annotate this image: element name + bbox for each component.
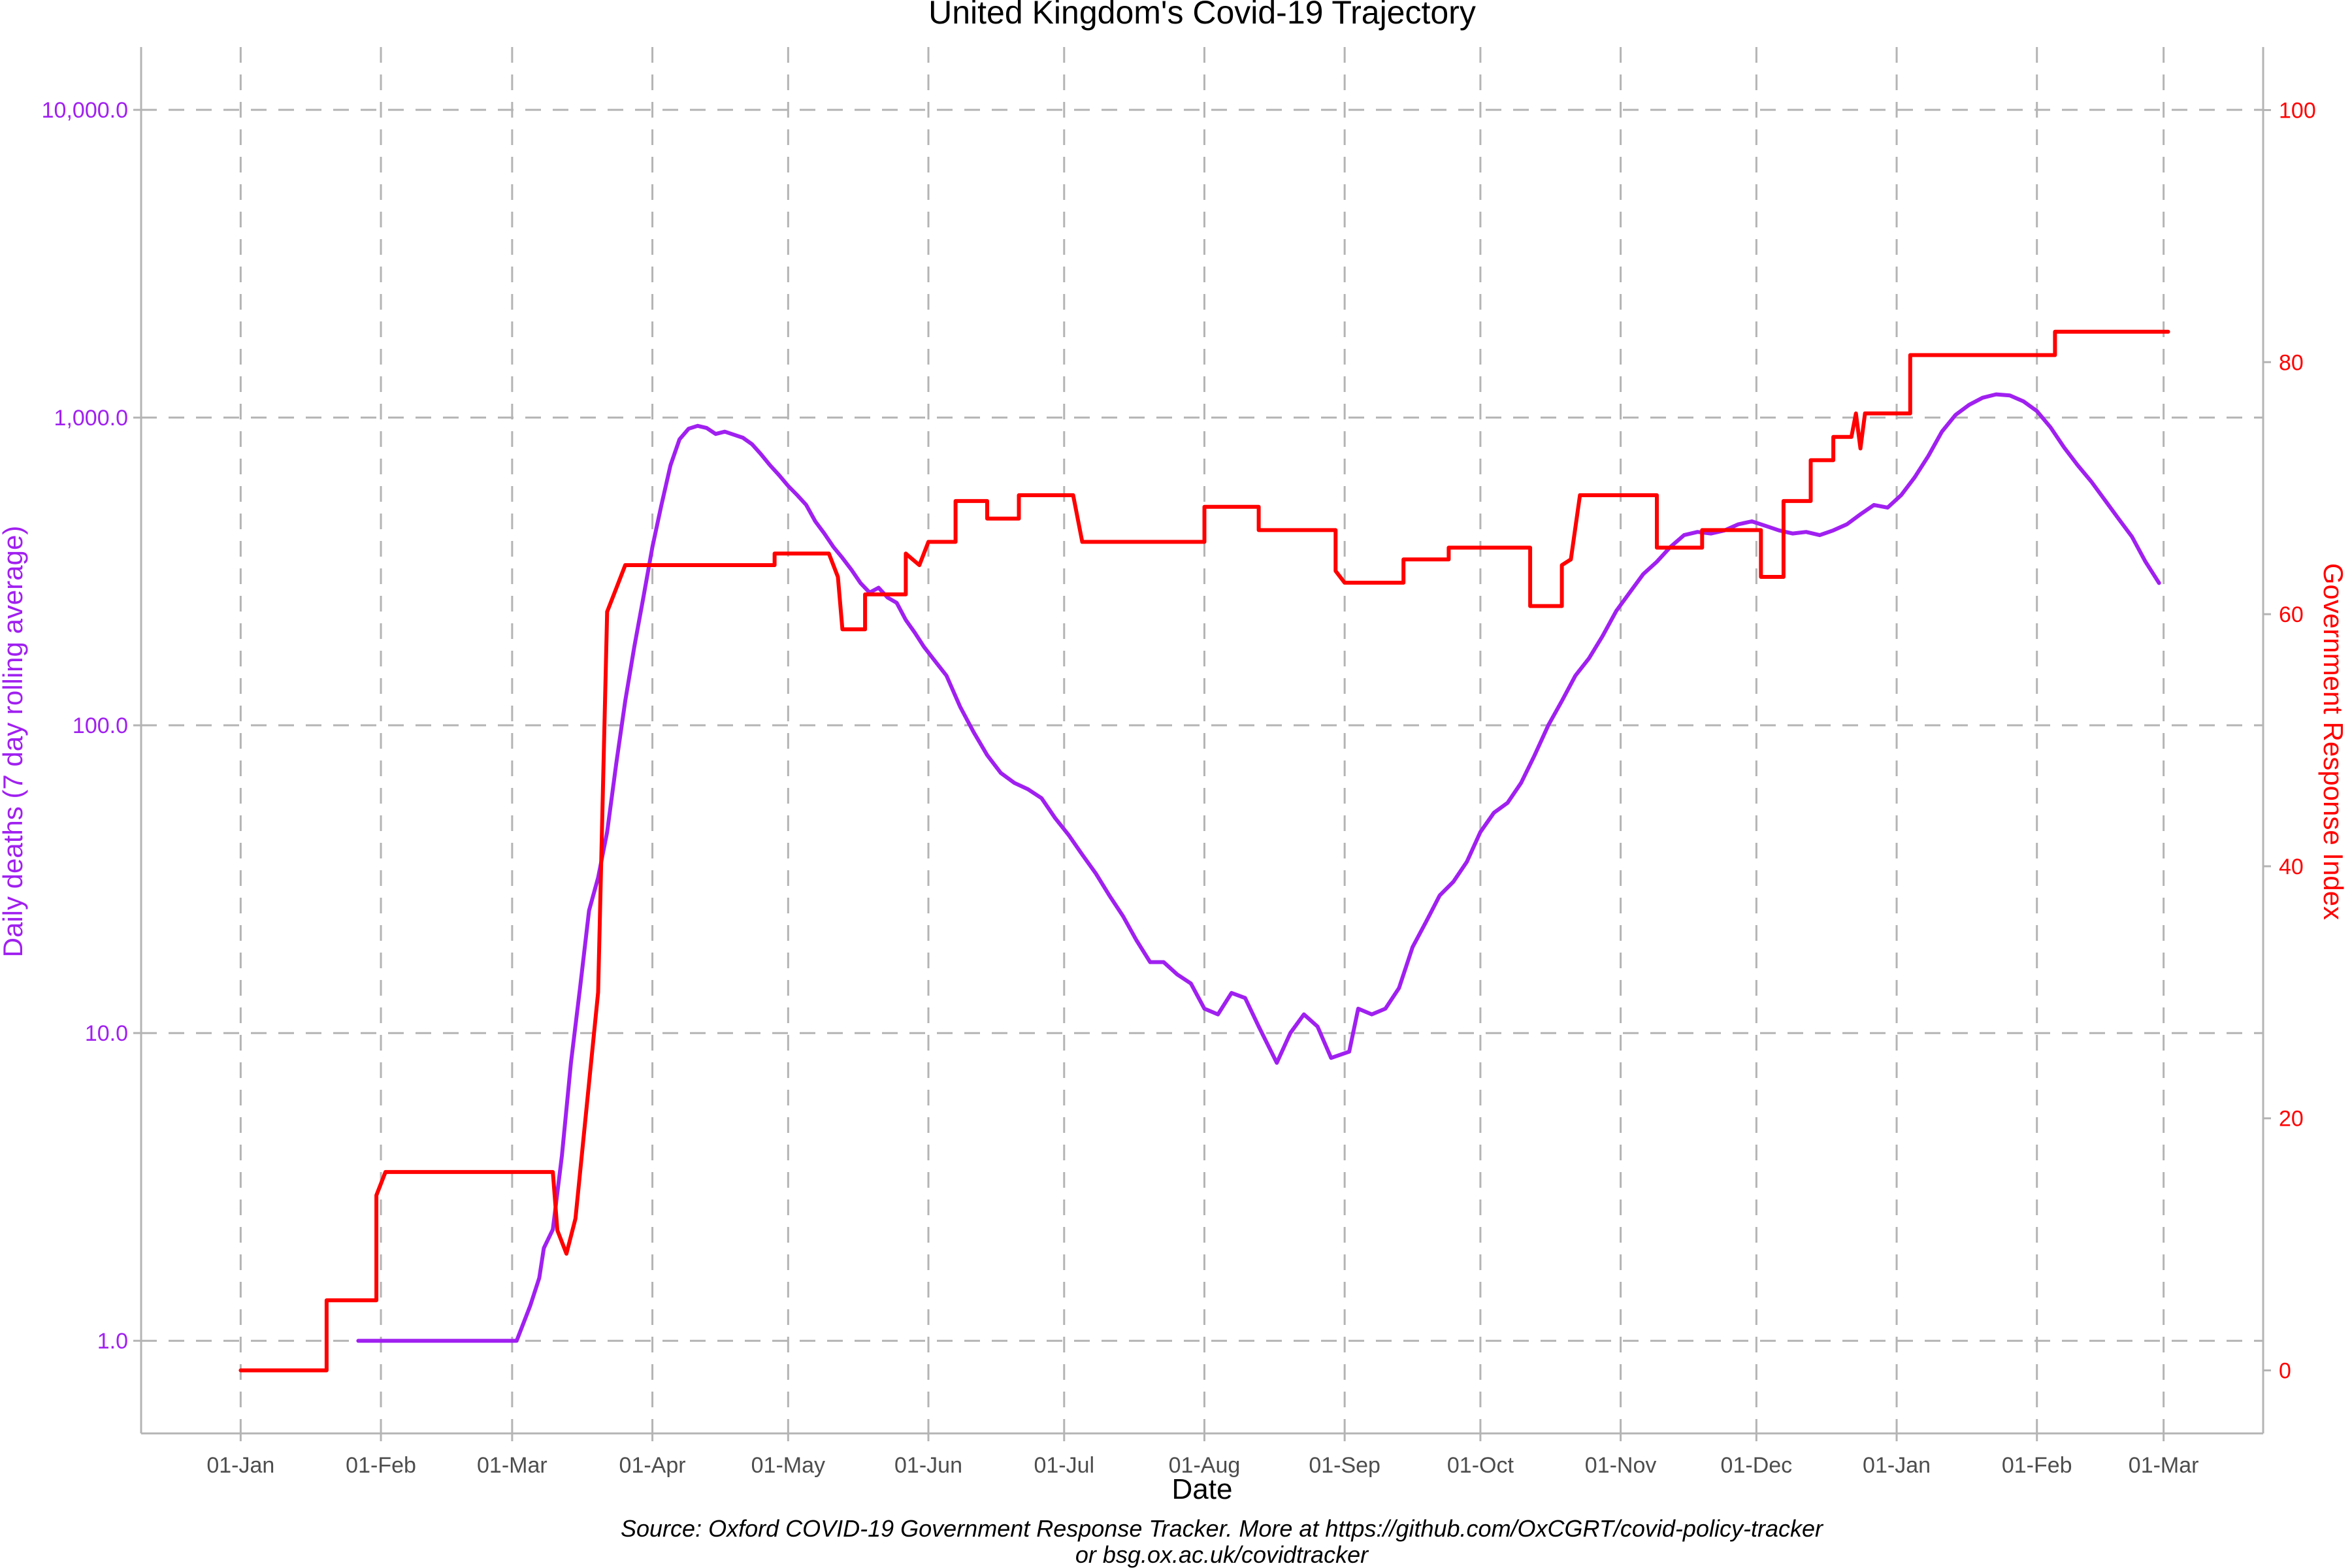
- y-right-axis-title: Government Response Index: [2318, 563, 2349, 920]
- tick-layer: 01-Jan 01-Feb 01-Mar 01-Apr 01-May 01-Jun 01-J…: [42, 98, 2316, 1478]
- x-tick-label: 01-Feb: [2002, 1453, 2072, 1478]
- grid-layer: [141, 47, 2263, 1433]
- daily-deaths-line: [356, 392, 2161, 1343]
- source-caption-line-1: Source: Oxford COVID-19 Government Respo…: [621, 1515, 1824, 1542]
- x-tick-label: 01-Apr: [619, 1453, 686, 1478]
- x-tick-label: 01-Mar: [477, 1453, 547, 1478]
- x-tick-label: 01-Sep: [1309, 1453, 1380, 1478]
- x-tick-label: 01-May: [751, 1453, 825, 1478]
- y-right-tick-label: 60: [2279, 602, 2304, 627]
- x-axis-title: Date: [1172, 1473, 1233, 1505]
- x-tick-label: 01-Oct: [1447, 1453, 1514, 1478]
- y-left-tick-label: 1.0: [97, 1329, 128, 1354]
- series-layer: [238, 329, 2170, 1373]
- y-left-tick-label: 10,000.0: [42, 98, 128, 123]
- x-tick-label: 01-Jan: [1863, 1453, 1931, 1478]
- x-tick-label: 01-Feb: [346, 1453, 416, 1478]
- y-right-tick-label: 0: [2279, 1359, 2291, 1384]
- y-right-tick-label: 100: [2279, 98, 2316, 123]
- government-response-index-line: [238, 329, 2170, 1373]
- source-caption-line-2: or bsg.ox.ac.uk/covidtracker: [1075, 1541, 1369, 1568]
- y-right-tick-label: 40: [2279, 855, 2304, 879]
- axis-layer: [140, 47, 2264, 1435]
- y-left-tick-label: 10.0: [85, 1021, 128, 1046]
- chart-title: United Kingdom's Covid-19 Trajectory: [928, 0, 1476, 31]
- y-left-tick-label: 1,000.0: [54, 406, 128, 431]
- x-tick-label: 01-Jun: [894, 1453, 962, 1478]
- y-right-tick-label: 20: [2279, 1107, 2304, 1132]
- x-tick-label: 01-Jan: [206, 1453, 274, 1478]
- y-left-tick-label: 100.0: [73, 713, 128, 738]
- x-tick-label: 01-Nov: [1585, 1453, 1657, 1478]
- x-tick-label: 01-Jul: [1034, 1453, 1094, 1478]
- y-right-tick-label: 80: [2279, 350, 2304, 375]
- x-tick-label: 01-Aug: [1169, 1453, 1241, 1478]
- y-left-axis-title: Daily deaths (7 day rolling average): [0, 526, 28, 958]
- x-tick-label: 01-Dec: [1721, 1453, 1793, 1478]
- x-tick-label: 01-Mar: [2129, 1453, 2199, 1478]
